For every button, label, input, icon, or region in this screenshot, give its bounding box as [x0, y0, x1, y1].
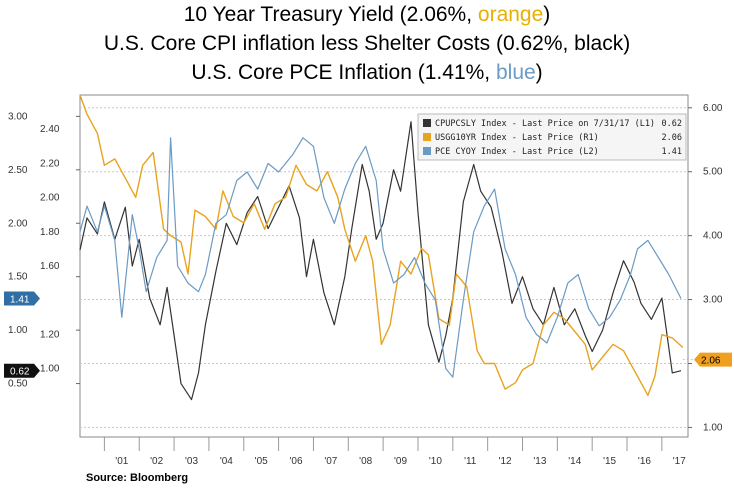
title-line-3-suffix: ): [535, 61, 543, 84]
left-outer-tick-label: 2.00: [8, 218, 28, 229]
last-value-tag-black: [4, 363, 40, 378]
x-tick-label: '08: [359, 456, 372, 467]
bloomberg-line-chart: '01 '02 '03 '04 '05 '06 '07 '08 '09 '10 '11 '12 '13 '…: [4, 94, 732, 467]
left-outer-tick-label: 0.50: [8, 379, 28, 390]
legend-entry-value: 1.41: [662, 147, 682, 157]
last-value-tag-label: 1.41: [10, 294, 30, 305]
title-line-1-suffix: ): [543, 3, 551, 26]
title-line-2: U.S. Core CPI inflation less Shelter Cos…: [103, 32, 631, 55]
x-tick-label: '14: [568, 456, 581, 467]
title-highlight-blue: blue: [495, 61, 536, 84]
x-tick-label: '17: [673, 456, 686, 467]
left-inner-tick-label: 1.20: [40, 329, 60, 340]
left-inner-tick-label: 2.00: [40, 193, 60, 204]
right-tick-label: 4.00: [703, 231, 723, 242]
last-value-tag-orange: [694, 352, 732, 367]
legend-entry-value: 0.62: [662, 119, 682, 129]
legend-entry-label: PCE CYOY Index - Last Price (L2): [435, 147, 599, 157]
x-tick-label: '03: [185, 456, 198, 467]
x-tick-label: '02: [150, 456, 163, 467]
x-tick-label: '13: [533, 456, 546, 467]
left-inner-tick-label: 2.20: [40, 158, 60, 169]
source-note: Source: Bloomberg: [86, 472, 189, 484]
x-tick-label: '06: [289, 456, 302, 467]
x-tick-label: '15: [603, 456, 616, 467]
x-tick-label: '07: [324, 456, 337, 467]
legend-box: [417, 113, 687, 161]
right-tick-label: 5.00: [703, 167, 723, 178]
legend-entry-label: USGG10YR Index - Last Price (R1): [435, 133, 599, 143]
x-tick-label: '05: [255, 456, 268, 467]
title-line-3-prefix: U.S. Core PCE Inflation (1.41%,: [191, 61, 496, 84]
x-tick-label: '12: [499, 456, 512, 467]
legend-entry-value: 2.06: [662, 133, 682, 143]
x-tick-label: '10: [429, 456, 442, 467]
legend-swatch-black: [423, 119, 431, 127]
last-value-tag-label: 0.62: [10, 367, 30, 378]
x-tick-label: '01: [115, 456, 128, 467]
title-line-1-prefix: 10 Year Treasury Yield (2.06%,: [183, 3, 478, 26]
title-highlight-orange: orange: [477, 3, 544, 26]
legend-swatch-blue: [423, 147, 431, 155]
right-tick-label: 6.00: [703, 103, 723, 114]
series-line-orange: [79, 94, 684, 397]
series-line-black: [79, 121, 682, 401]
left-inner-tick-label: 2.40: [40, 124, 60, 135]
left-inner-tick-label: 1.00: [40, 364, 60, 375]
chart-title-block: 10 Year Treasury Yield (2.06%, orange) U…: [0, 0, 734, 87]
left-inner-tick-label: 1.80: [40, 227, 60, 238]
series-line-blue: [79, 137, 682, 378]
last-value-tag-blue: [4, 291, 40, 306]
legend-swatch-orange: [423, 133, 431, 141]
x-tick-label: '04: [220, 456, 233, 467]
left-outer-tick-label: 3.00: [8, 111, 28, 122]
x-tick-label: '11: [464, 456, 477, 467]
title-line-1: 10 Year Treasury Yield (2.06%, orange): [0, 0, 734, 29]
right-tick-label: 3.00: [703, 295, 723, 306]
last-value-tag-label: 2.06: [701, 356, 721, 367]
left-outer-tick-label: 2.50: [8, 165, 28, 176]
legend-entry-label: CPUPCSLY Index - Last Price on 7/31/17 (…: [435, 119, 655, 129]
right-tick-label: 1.00: [703, 422, 723, 433]
title-line-3: U.S. Core PCE Inflation (1.41%, blue): [0, 58, 734, 87]
left-inner-tick-label: 1.60: [40, 261, 60, 272]
left-outer-tick-label: 1.00: [8, 325, 28, 336]
x-tick-label: '09: [394, 456, 407, 467]
left-outer-tick-label: 1.50: [8, 272, 28, 283]
x-tick-label: '16: [638, 456, 651, 467]
